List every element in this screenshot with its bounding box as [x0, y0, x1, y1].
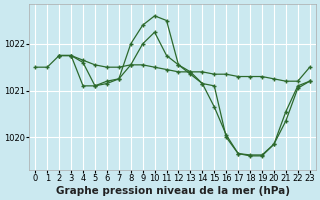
X-axis label: Graphe pression niveau de la mer (hPa): Graphe pression niveau de la mer (hPa) [55, 186, 290, 196]
